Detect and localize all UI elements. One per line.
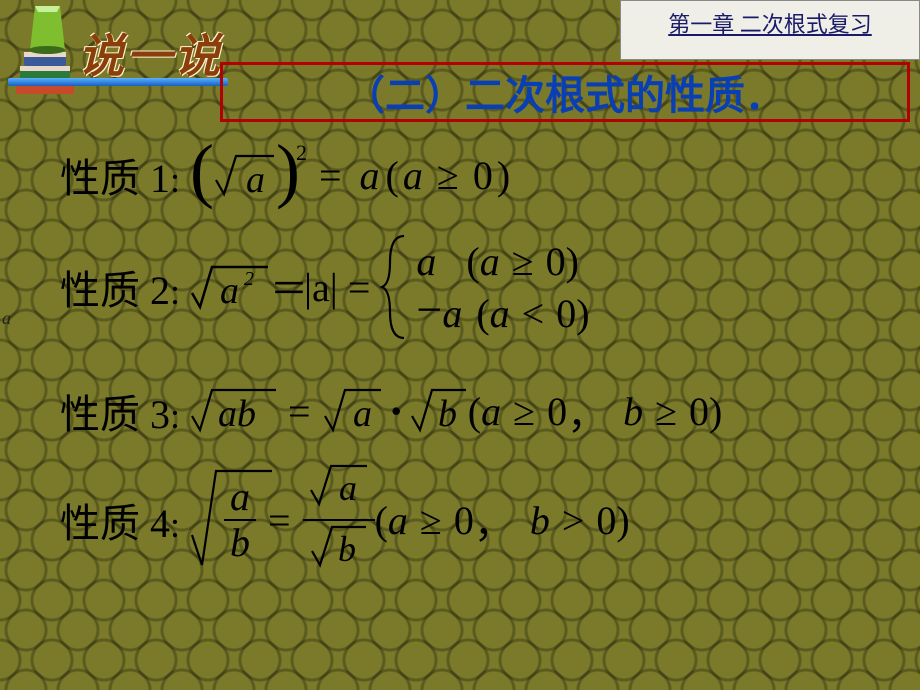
- sqrt-icon: a: [214, 148, 276, 202]
- sqrt-b: b: [338, 529, 356, 569]
- property-3-label: 性质 3:: [60, 382, 186, 440]
- property-3: 性质 3: ab = a • b: [60, 382, 910, 440]
- sqrt-icon: ab: [190, 384, 278, 438]
- sqrt-icon: a 2: [190, 259, 270, 315]
- property-2: 性质 2: a 2 ＝ |a| = a ( a: [60, 232, 910, 342]
- property-2-math: a 2 ＝ |a| = a ( a ≥: [190, 232, 590, 342]
- stray-a: a: [2, 308, 11, 329]
- sqrt-ab: ab: [218, 393, 256, 435]
- chapter-label: 第一章 二次根式复习: [620, 0, 920, 60]
- property-4: 性质 4: a b =: [60, 460, 910, 580]
- property-1-label: 性质 1:: [60, 146, 186, 204]
- sqrt-a: a: [220, 270, 239, 312]
- books-icon: [10, 0, 80, 105]
- sqrt-b: b: [438, 393, 457, 435]
- heading-box: （二）二次根式的性质．: [220, 62, 910, 122]
- squared-icon: 2: [244, 268, 254, 290]
- heading-dot: ．: [745, 63, 785, 121]
- property-1: 性质 1: ( a )2 = a ( a ≥ 0: [60, 146, 910, 204]
- property-1-math: ( a )2 = a ( a ≥ 0 ): [190, 146, 510, 204]
- sqrt-icon: a: [309, 462, 369, 510]
- fraction-root-a-over-root-b: a b: [303, 460, 375, 580]
- fraction-a-over-b: a b: [224, 475, 256, 565]
- brace-icon: [380, 232, 410, 342]
- heading-text: （二）二次根式的性质: [345, 63, 745, 121]
- math-content: 性质 1: ( a )2 = a ( a ≥ 0: [60, 140, 910, 680]
- say-it-label: 说一说: [78, 20, 222, 86]
- sqrt-icon: b: [310, 523, 368, 571]
- property-2-label: 性质 2:: [60, 258, 186, 316]
- piecewise: a ( a ≥ 0 ) − a ( a: [416, 235, 589, 339]
- property-3-math: ab = a • b ( a ≥: [190, 382, 722, 440]
- sqrt-a: a: [339, 468, 357, 508]
- slide: 第一章 二次根式复习 说一说 （二）二次根式的性质． a 性质 1: ( a )…: [0, 0, 920, 690]
- chapter-text: 第一章 二次根式复习: [668, 7, 872, 39]
- sqrt-icon: a: [323, 384, 383, 438]
- sqrt-a: a: [246, 159, 265, 201]
- say-it-underline: [8, 78, 228, 86]
- property-4-math: a b = a: [190, 460, 630, 580]
- sqrt-icon: b: [410, 384, 468, 438]
- sqrt-a: a: [353, 393, 372, 435]
- property-4-label: 性质 4:: [60, 491, 186, 549]
